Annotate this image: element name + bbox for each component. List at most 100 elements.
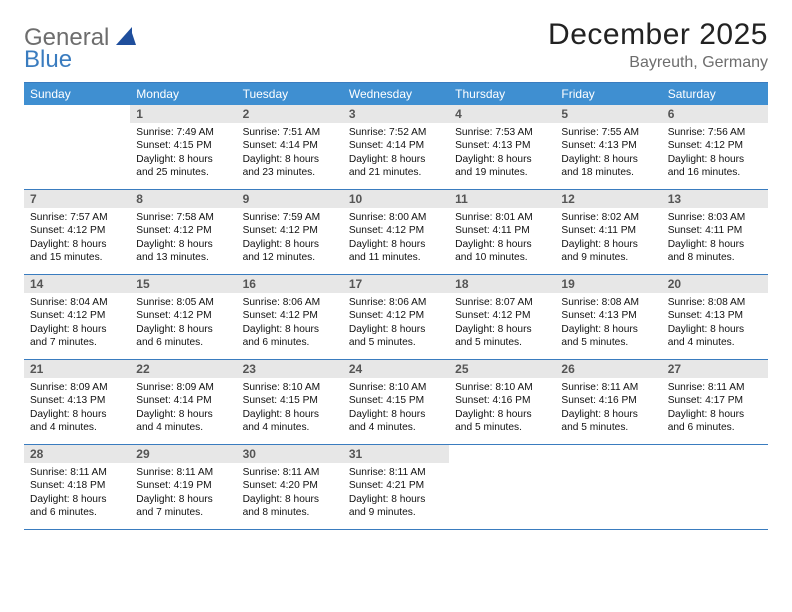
- day-cell: 26Sunrise: 8:11 AMSunset: 4:16 PMDayligh…: [555, 360, 661, 444]
- day-cell: 5 Sunrise: 7:55 AMSunset: 4:13 PMDaylight…: [555, 105, 661, 189]
- day-cell: 23Sunrise: 8:10 AMSunset: 4:15 PMDayligh…: [237, 360, 343, 444]
- sunset-text: Sunset: 4:12 PM: [455, 309, 549, 322]
- sunset-text: Sunset: 4:16 PM: [455, 394, 549, 407]
- daylight-text: Daylight: 8 hours and 5 minutes.: [455, 408, 549, 435]
- day-cell: 30Sunrise: 8:11 AMSunset: 4:20 PMDayligh…: [237, 445, 343, 529]
- daylight-text: Daylight: 8 hours and 8 minutes.: [243, 493, 337, 520]
- daylight-text: Daylight: 8 hours and 4 minutes.: [668, 323, 762, 350]
- day-details: Sunrise: 7:58 AMSunset: 4:12 PMDaylight:…: [130, 208, 236, 271]
- day-details: Sunrise: 8:06 AMSunset: 4:12 PMDaylight:…: [343, 293, 449, 356]
- sunrise-text: Sunrise: 8:08 AM: [561, 296, 655, 309]
- day-cell: 1Sunrise: 7:49 AMSunset: 4:15 PMDaylight…: [130, 105, 236, 189]
- sunset-text: Sunset: 4:17 PM: [668, 394, 762, 407]
- day-number: 12: [555, 190, 661, 208]
- day-number: [662, 445, 768, 449]
- day-details: Sunrise: 8:11 AMSunset: 4:21 PMDaylight:…: [343, 463, 449, 526]
- sunrise-text: Sunrise: 7:58 AM: [136, 211, 230, 224]
- day-details: Sunrise: 8:08 AMSunset: 4:13 PMDaylight:…: [662, 293, 768, 356]
- daylight-text: Daylight: 8 hours and 21 minutes.: [349, 153, 443, 180]
- day-number: 31: [343, 445, 449, 463]
- daylight-text: Daylight: 8 hours and 9 minutes.: [349, 493, 443, 520]
- sunrise-text: Sunrise: 8:11 AM: [30, 466, 124, 479]
- daylight-text: Daylight: 8 hours and 25 minutes.: [136, 153, 230, 180]
- sunrise-text: Sunrise: 8:10 AM: [243, 381, 337, 394]
- daylight-text: Daylight: 8 hours and 7 minutes.: [30, 323, 124, 350]
- day-details: Sunrise: 8:08 AMSunset: 4:13 PMDaylight:…: [555, 293, 661, 356]
- sunset-text: Sunset: 4:11 PM: [561, 224, 655, 237]
- daylight-text: Daylight: 8 hours and 6 minutes.: [668, 408, 762, 435]
- day-cell: 15Sunrise: 8:05 AMSunset: 4:12 PMDayligh…: [130, 275, 236, 359]
- day-cell: 22Sunrise: 8:09 AMSunset: 4:14 PMDayligh…: [130, 360, 236, 444]
- sunrise-text: Sunrise: 8:06 AM: [243, 296, 337, 309]
- col-tuesday: Tuesday: [237, 83, 343, 105]
- daylight-text: Daylight: 8 hours and 6 minutes.: [136, 323, 230, 350]
- daylight-text: Daylight: 8 hours and 16 minutes.: [668, 153, 762, 180]
- title-block: December 2025 Bayreuth, Germany: [548, 18, 768, 72]
- day-cell: 16Sunrise: 8:06 AMSunset: 4:12 PMDayligh…: [237, 275, 343, 359]
- day-header-row: Sunday Monday Tuesday Wednesday Thursday…: [24, 83, 768, 105]
- day-cell: [662, 445, 768, 529]
- day-number: 9: [237, 190, 343, 208]
- sunset-text: Sunset: 4:12 PM: [30, 224, 124, 237]
- day-details: Sunrise: 7:49 AMSunset: 4:15 PMDaylight:…: [130, 123, 236, 186]
- sunrise-text: Sunrise: 8:09 AM: [30, 381, 124, 394]
- sunset-text: Sunset: 4:13 PM: [30, 394, 124, 407]
- sunset-text: Sunset: 4:15 PM: [243, 394, 337, 407]
- sunrise-text: Sunrise: 7:52 AM: [349, 126, 443, 139]
- day-number: 7: [24, 190, 130, 208]
- calendar: Sunday Monday Tuesday Wednesday Thursday…: [24, 82, 768, 530]
- day-cell: 3Sunrise: 7:52 AMSunset: 4:14 PMDaylight…: [343, 105, 449, 189]
- day-cell: 14Sunrise: 8:04 AMSunset: 4:12 PMDayligh…: [24, 275, 130, 359]
- daylight-text: Daylight: 8 hours and 5 minutes.: [561, 323, 655, 350]
- logo: General Blue: [24, 18, 136, 74]
- sunrise-text: Sunrise: 8:00 AM: [349, 211, 443, 224]
- day-details: Sunrise: 8:11 AMSunset: 4:16 PMDaylight:…: [555, 378, 661, 441]
- sunset-text: Sunset: 4:18 PM: [30, 479, 124, 492]
- daylight-text: Daylight: 8 hours and 5 minutes.: [561, 408, 655, 435]
- sunrise-text: Sunrise: 7:55 AM: [561, 126, 655, 139]
- daylight-text: Daylight: 8 hours and 4 minutes.: [136, 408, 230, 435]
- day-cell: 8Sunrise: 7:58 AMSunset: 4:12 PMDaylight…: [130, 190, 236, 274]
- sunset-text: Sunset: 4:12 PM: [243, 309, 337, 322]
- day-number: [555, 445, 661, 449]
- day-number: 4: [449, 105, 555, 123]
- sunset-text: Sunset: 4:12 PM: [349, 309, 443, 322]
- sunset-text: Sunset: 4:15 PM: [349, 394, 443, 407]
- week-row: 1Sunrise: 7:49 AMSunset: 4:15 PMDaylight…: [24, 105, 768, 190]
- col-monday: Monday: [130, 83, 236, 105]
- sunset-text: Sunset: 4:13 PM: [668, 309, 762, 322]
- day-number: [24, 105, 130, 109]
- day-cell: 6Sunrise: 7:56 AMSunset: 4:12 PMDaylight…: [662, 105, 768, 189]
- day-details: Sunrise: 8:10 AMSunset: 4:15 PMDaylight:…: [237, 378, 343, 441]
- day-cell: 20Sunrise: 8:08 AMSunset: 4:13 PMDayligh…: [662, 275, 768, 359]
- day-number: 24: [343, 360, 449, 378]
- daylight-text: Daylight: 8 hours and 5 minutes.: [349, 323, 443, 350]
- day-details: Sunrise: 8:01 AMSunset: 4:11 PMDaylight:…: [449, 208, 555, 271]
- daylight-text: Daylight: 8 hours and 18 minutes.: [561, 153, 655, 180]
- sunrise-text: Sunrise: 8:09 AM: [136, 381, 230, 394]
- daylight-text: Daylight: 8 hours and 8 minutes.: [668, 238, 762, 265]
- sunrise-text: Sunrise: 8:11 AM: [349, 466, 443, 479]
- day-cell: 25Sunrise: 8:10 AMSunset: 4:16 PMDayligh…: [449, 360, 555, 444]
- sunrise-text: Sunrise: 8:04 AM: [30, 296, 124, 309]
- day-number: 30: [237, 445, 343, 463]
- sunrise-text: Sunrise: 7:56 AM: [668, 126, 762, 139]
- sunset-text: Sunset: 4:13 PM: [561, 139, 655, 152]
- day-details: Sunrise: 7:52 AMSunset: 4:14 PMDaylight:…: [343, 123, 449, 186]
- sunset-text: Sunset: 4:11 PM: [668, 224, 762, 237]
- day-cell: 21Sunrise: 8:09 AMSunset: 4:13 PMDayligh…: [24, 360, 130, 444]
- sunrise-text: Sunrise: 8:03 AM: [668, 211, 762, 224]
- sunset-text: Sunset: 4:21 PM: [349, 479, 443, 492]
- day-cell: 29Sunrise: 8:11 AMSunset: 4:19 PMDayligh…: [130, 445, 236, 529]
- day-details: Sunrise: 7:51 AMSunset: 4:14 PMDaylight:…: [237, 123, 343, 186]
- day-cell: [555, 445, 661, 529]
- day-number: 23: [237, 360, 343, 378]
- logo-text-block: General Blue: [24, 24, 136, 74]
- day-number: 17: [343, 275, 449, 293]
- day-details: Sunrise: 8:02 AMSunset: 4:11 PMDaylight:…: [555, 208, 661, 271]
- col-sunday: Sunday: [24, 83, 130, 105]
- day-number: 5: [555, 105, 661, 123]
- daylight-text: Daylight: 8 hours and 4 minutes.: [243, 408, 337, 435]
- day-details: Sunrise: 8:07 AMSunset: 4:12 PMDaylight:…: [449, 293, 555, 356]
- day-details: Sunrise: 7:59 AMSunset: 4:12 PMDaylight:…: [237, 208, 343, 271]
